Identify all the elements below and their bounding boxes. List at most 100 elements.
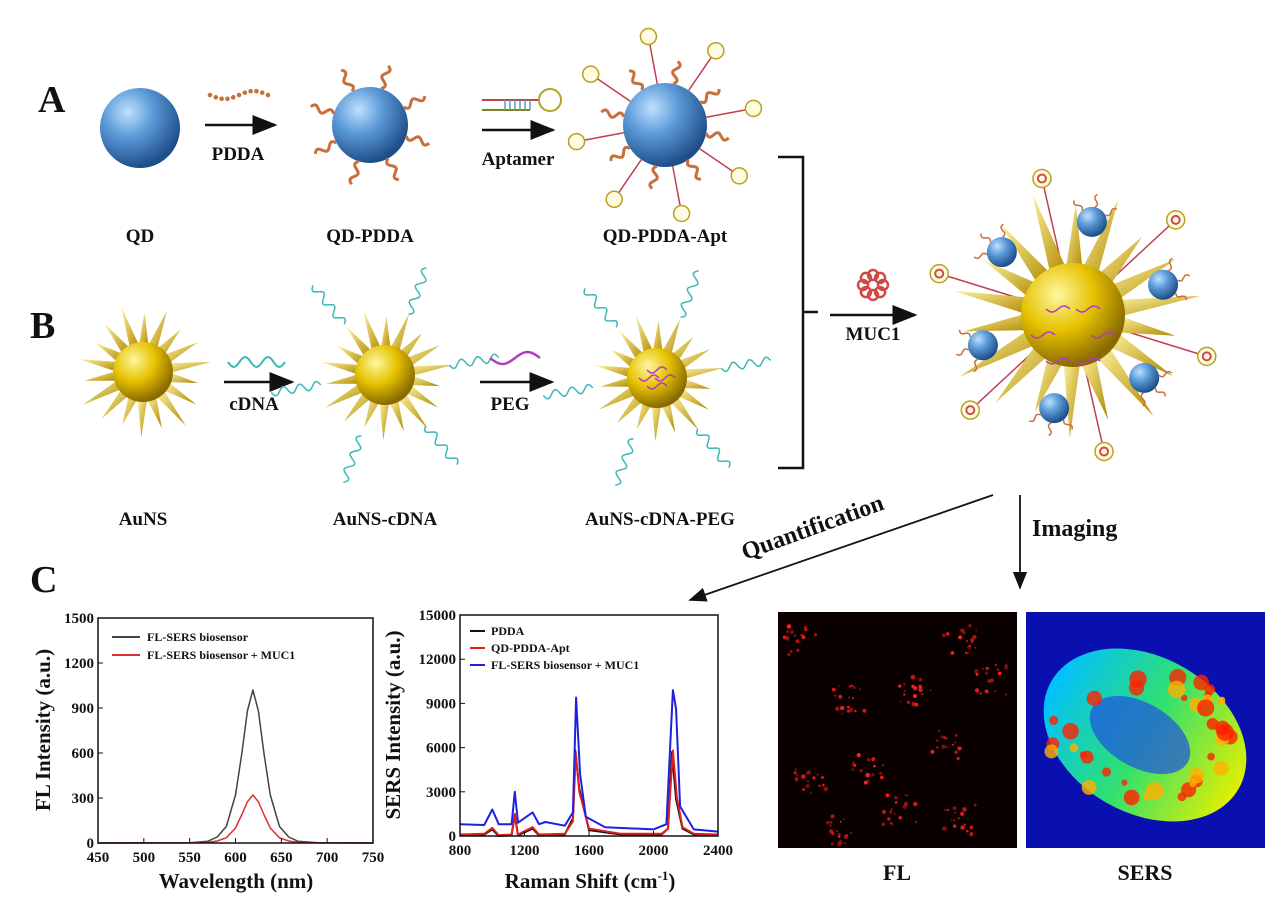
pdda-strand (313, 140, 337, 155)
gold-spike (156, 329, 181, 356)
quantum-dot (986, 237, 1017, 268)
y-tick-label: 900 (72, 701, 95, 717)
sers-hotspot (1081, 779, 1097, 795)
legend-label: FL-SERS biosensor + MUC1 (147, 648, 295, 662)
y-tick-label: 15000 (419, 608, 457, 624)
pdda-strand (958, 329, 972, 338)
aptamer-cdna-duplex (1083, 363, 1105, 452)
fl-signal-spot (841, 712, 843, 715)
fl-signal-spot (954, 741, 957, 744)
fl-signal-spot (786, 630, 790, 634)
pdda-strand (1167, 257, 1173, 272)
fl-signal-spot (899, 700, 902, 703)
gold-spike (660, 401, 676, 433)
pdda-strand (380, 64, 392, 91)
sers-hotspot (1188, 767, 1205, 784)
fl-signal-spot (894, 801, 898, 804)
fl-signal-spot (794, 776, 799, 781)
fl-signal-spot (1005, 664, 1008, 667)
sers-hotspot (1216, 723, 1234, 741)
fl-signal-spot (954, 811, 957, 814)
fl-signal-spot (958, 635, 962, 639)
fl-signal-spot (918, 684, 923, 689)
pdda-strand-icon (207, 92, 213, 98)
pdda-strand (1094, 193, 1099, 208)
fl-signal-spot (944, 737, 948, 740)
gold-spike (1109, 259, 1176, 301)
fl-signal-spot (974, 669, 979, 674)
x-tick-label: 600 (224, 850, 247, 866)
sers-hotspot (1167, 680, 1186, 698)
cdna-strand (695, 428, 731, 468)
pdda-strand (1140, 392, 1146, 407)
aptamer-loop (639, 27, 658, 46)
fl-signal-spot (854, 709, 857, 713)
fl-signal-spot (962, 631, 966, 635)
gold-spike (952, 290, 1030, 315)
peg-strand (646, 366, 668, 374)
aptamer-loop (960, 400, 981, 420)
cdna-strand (448, 353, 500, 370)
fl-signal-spot (905, 794, 908, 797)
gold-spike (121, 307, 140, 349)
cdna-strand (423, 425, 459, 465)
pdda-strand (956, 348, 970, 356)
fl-signal-spot (879, 771, 883, 776)
aptamer (688, 56, 712, 91)
x-tick-label: 1200 (510, 843, 540, 859)
panel-label-b: B (30, 305, 55, 347)
fl-signal-spot (929, 689, 932, 692)
fl-signal-spot (903, 683, 906, 685)
cdna-strand (615, 437, 634, 486)
y-tick-label: 12000 (419, 652, 457, 668)
pdda-strand (1154, 387, 1166, 397)
pdda-strand-icon (213, 95, 219, 100)
gold-spike (670, 336, 694, 362)
aptamer (672, 166, 681, 206)
muc1-bound (1170, 214, 1181, 225)
quantum-dot (967, 330, 998, 361)
label-auns-cdna: AuNS-cDNA (333, 509, 438, 530)
gold-spike (326, 374, 360, 384)
pdda-strand (686, 159, 702, 181)
sers-hotspot (1049, 715, 1059, 725)
sers-hotspot (1181, 694, 1188, 702)
fl-signal-spot (974, 646, 977, 649)
fl-signal-spot (981, 667, 984, 670)
fl-signal-spot (835, 830, 839, 833)
fl-signal-spot (892, 824, 894, 826)
gold-spike (101, 388, 130, 419)
gold-spike (1065, 204, 1083, 270)
x-tick-label: 800 (449, 843, 472, 859)
y-tick-label: 0 (449, 829, 457, 845)
image-label-sers: SERS (1117, 860, 1172, 885)
fl-signal-spot (898, 684, 902, 688)
fl-signal-spot (847, 705, 850, 709)
y-tick-label: 1500 (64, 611, 94, 627)
gold-spike (1000, 223, 1051, 285)
fl-signal-spot (812, 776, 816, 780)
fl-signal-spot (859, 768, 863, 773)
pdda-strand (348, 159, 360, 186)
aptamer-loop (744, 99, 763, 118)
fl-signal-spot (914, 702, 919, 707)
sers-hotspot (1206, 718, 1219, 730)
fl-signal-spot (795, 778, 799, 782)
cdna-strand-icon (227, 355, 286, 369)
fl-signal-spot (806, 770, 811, 775)
pdda-strand (1176, 274, 1190, 282)
arrow-label-cdna: cDNA (229, 394, 279, 415)
cdna-strand (720, 356, 772, 373)
pdda-strand-icon (230, 95, 236, 100)
pdda-strand (704, 131, 730, 142)
pdda-strand-icon (259, 90, 265, 95)
peg-strand (654, 374, 676, 382)
fl-signal-spot (936, 746, 939, 749)
fl-signal-spot (952, 806, 957, 811)
gold-spike (390, 314, 409, 353)
legend-label: FL-SERS biosensor (147, 630, 249, 644)
fl-signal-spot (912, 694, 917, 699)
fl-signal-spot (941, 744, 946, 749)
gold-spike (995, 343, 1049, 403)
fl-signal-spot (893, 812, 896, 815)
